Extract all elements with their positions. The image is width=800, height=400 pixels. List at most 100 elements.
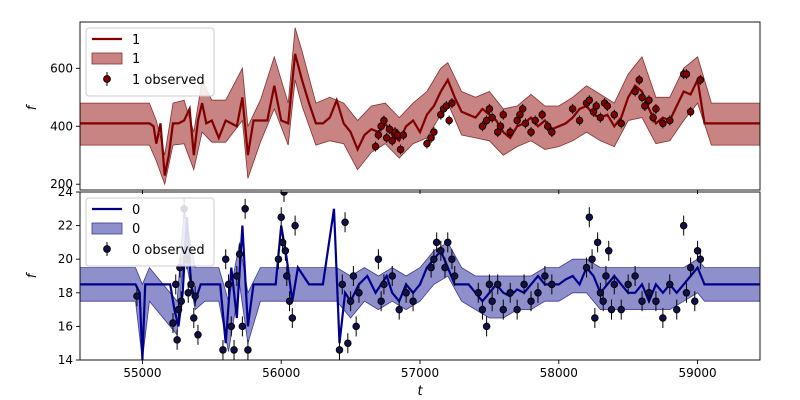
observation-point	[450, 266, 459, 286]
observation-marker	[444, 238, 452, 247]
observation-point	[191, 286, 199, 307]
observation-point	[527, 291, 535, 312]
observation-marker	[485, 280, 494, 289]
y-tick-label: 22	[58, 219, 73, 233]
observation-point	[588, 249, 596, 270]
observation-point	[478, 121, 487, 132]
top-y-axis-label: f	[25, 103, 40, 110]
x-tick-label: 58000	[540, 366, 578, 380]
observation-point	[610, 109, 619, 120]
observation-marker	[541, 272, 549, 280]
observation-marker	[635, 76, 644, 84]
observation-point	[338, 274, 347, 295]
bottom-x-axis-label: t	[417, 384, 423, 399]
observation-point	[518, 103, 527, 114]
observation-point	[506, 127, 514, 138]
observation-point	[591, 308, 599, 328]
observation-marker	[355, 289, 363, 297]
observation-point	[672, 299, 681, 320]
observation-point	[624, 274, 632, 295]
observation-marker	[173, 336, 181, 344]
observation-marker	[402, 289, 410, 297]
observation-marker	[338, 280, 347, 289]
observation-point	[696, 74, 705, 85]
top-panel: 200 400 600 f 1 1 1 observed	[25, 21, 761, 194]
observation-point	[388, 266, 396, 286]
observation-point	[617, 118, 625, 129]
x-tick-label: 59000	[678, 366, 716, 380]
observation-marker	[346, 297, 355, 305]
observation-marker	[399, 131, 408, 139]
observation-point	[238, 316, 247, 337]
observation-point	[169, 313, 177, 334]
observation-marker	[485, 105, 494, 113]
observation-marker	[371, 142, 380, 151]
observation-marker	[534, 289, 542, 297]
observation-marker	[184, 289, 192, 297]
observation-point	[631, 266, 639, 286]
observation-marker	[377, 297, 385, 305]
observation-point	[380, 115, 388, 126]
observation-point	[281, 240, 290, 261]
observation-point	[233, 266, 241, 286]
observation-marker	[585, 213, 594, 221]
observation-marker	[427, 263, 435, 272]
observation-marker	[374, 131, 383, 139]
bottom-legend-line-label: 0	[132, 203, 140, 218]
top-legend-band-label: 1	[132, 52, 140, 67]
observation-marker	[396, 145, 405, 154]
observation-marker	[575, 116, 584, 125]
observation-point	[187, 274, 195, 295]
observation-point	[679, 215, 688, 236]
observation-point	[374, 249, 383, 270]
observation-marker	[478, 122, 487, 131]
observation-marker	[617, 119, 625, 128]
observation-marker	[388, 137, 396, 145]
observation-marker	[474, 289, 483, 297]
observation-marker	[349, 272, 358, 280]
observation-marker	[610, 280, 619, 289]
observation-marker	[277, 213, 285, 221]
observation-point	[482, 115, 491, 126]
top-observations	[371, 69, 705, 155]
observation-marker	[521, 119, 530, 128]
observation-point	[568, 103, 577, 114]
observation-marker	[172, 280, 180, 289]
observation-point	[531, 115, 539, 126]
observation-point	[652, 291, 660, 312]
observation-marker	[235, 250, 244, 258]
observation-point	[346, 291, 355, 312]
bottom-legend-observed-label: 0 observed	[132, 243, 205, 258]
observation-point	[445, 115, 453, 126]
observation-point	[173, 329, 181, 350]
observation-point	[344, 333, 352, 354]
observation-marker	[645, 96, 653, 104]
top-prediction-line	[80, 53, 760, 176]
observation-point	[493, 274, 502, 295]
observation-marker	[593, 238, 602, 247]
observation-point	[691, 291, 699, 312]
observation-point	[575, 115, 584, 126]
observation-point	[538, 109, 546, 120]
observation-marker	[520, 280, 528, 289]
observation-point	[221, 249, 230, 270]
observation-point	[631, 86, 639, 97]
observation-point	[585, 95, 594, 106]
observation-point	[682, 282, 691, 303]
observation-marker	[659, 119, 667, 128]
observation-point	[399, 129, 408, 140]
observation-point	[696, 249, 705, 270]
observation-marker	[478, 305, 487, 314]
top-legend-box	[85, 27, 215, 97]
observation-marker	[513, 305, 521, 314]
observation-marker	[133, 292, 141, 300]
observation-marker	[493, 280, 502, 289]
observation-marker	[602, 272, 610, 280]
observation-marker	[285, 297, 294, 305]
observation-marker	[638, 297, 646, 305]
observation-point	[534, 282, 542, 303]
observation-marker	[423, 139, 431, 148]
observation-point	[499, 299, 508, 320]
observation-marker	[610, 110, 619, 119]
observation-marker	[527, 128, 535, 136]
